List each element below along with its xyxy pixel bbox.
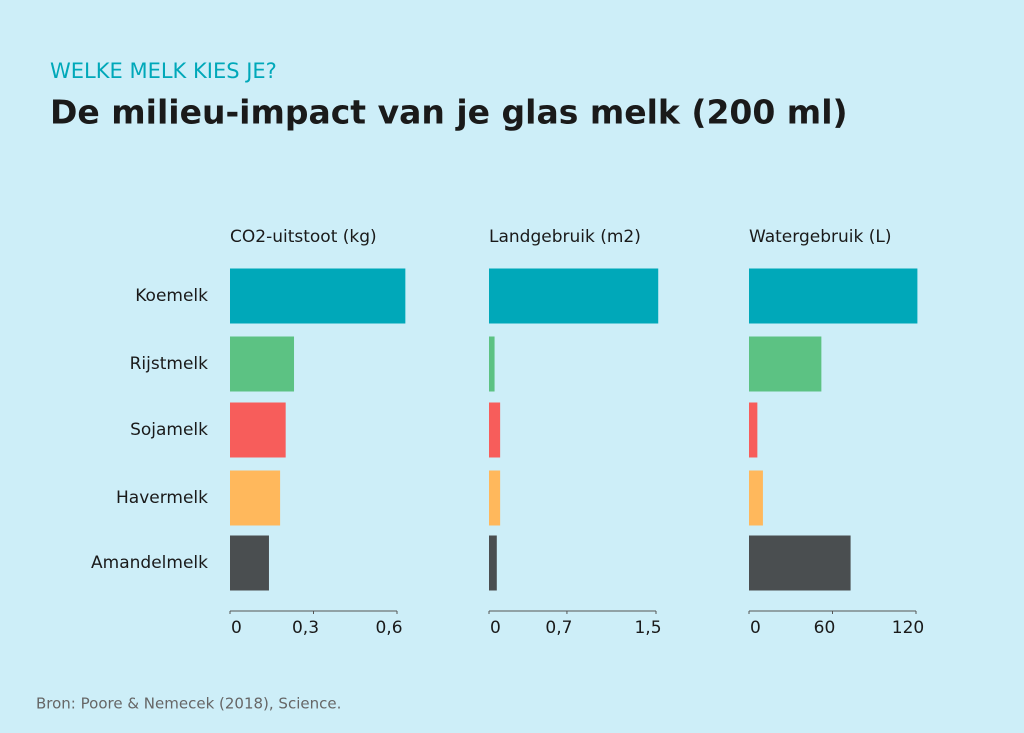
bar xyxy=(489,336,495,392)
bar xyxy=(749,535,851,591)
bar xyxy=(749,336,822,392)
bar xyxy=(489,535,497,591)
bar xyxy=(749,402,758,458)
kicker: WELKE MELK KIES JE? xyxy=(50,59,277,83)
bar xyxy=(489,470,501,526)
source: Bron: Poore & Nemecek (2018), Science. xyxy=(36,695,341,713)
category-label: Sojamelk xyxy=(130,420,208,440)
bar xyxy=(749,470,763,526)
x-tick-label: 1,5 xyxy=(634,618,661,638)
bar xyxy=(230,336,295,392)
bar xyxy=(489,268,659,324)
bar xyxy=(230,470,281,526)
panel-title: Landgebruik (m2) xyxy=(489,227,641,247)
bar xyxy=(230,402,286,458)
bar xyxy=(489,402,501,458)
category-label: Havermelk xyxy=(116,488,208,508)
x-tick-label: 0,3 xyxy=(292,618,319,638)
panel-title: Watergebruik (L) xyxy=(749,227,891,247)
bar xyxy=(749,268,918,324)
bar xyxy=(230,535,269,591)
x-tick-label: 0 xyxy=(231,618,242,638)
category-label: Koemelk xyxy=(135,286,208,306)
panel-title: CO2-uitstoot (kg) xyxy=(230,227,377,247)
category-label: Rijstmelk xyxy=(130,354,209,374)
x-tick-label: 0 xyxy=(750,618,761,638)
chart-title: De milieu-impact van je glas melk (200 m… xyxy=(50,93,848,132)
x-tick-label: 0,7 xyxy=(545,618,572,638)
x-tick-label: 60 xyxy=(814,618,836,638)
category-label: Amandelmelk xyxy=(91,553,208,573)
x-tick-label: 0 xyxy=(490,618,501,638)
x-tick-label: 120 xyxy=(892,618,924,638)
bar xyxy=(230,268,406,324)
x-tick-label: 0,6 xyxy=(375,618,402,638)
